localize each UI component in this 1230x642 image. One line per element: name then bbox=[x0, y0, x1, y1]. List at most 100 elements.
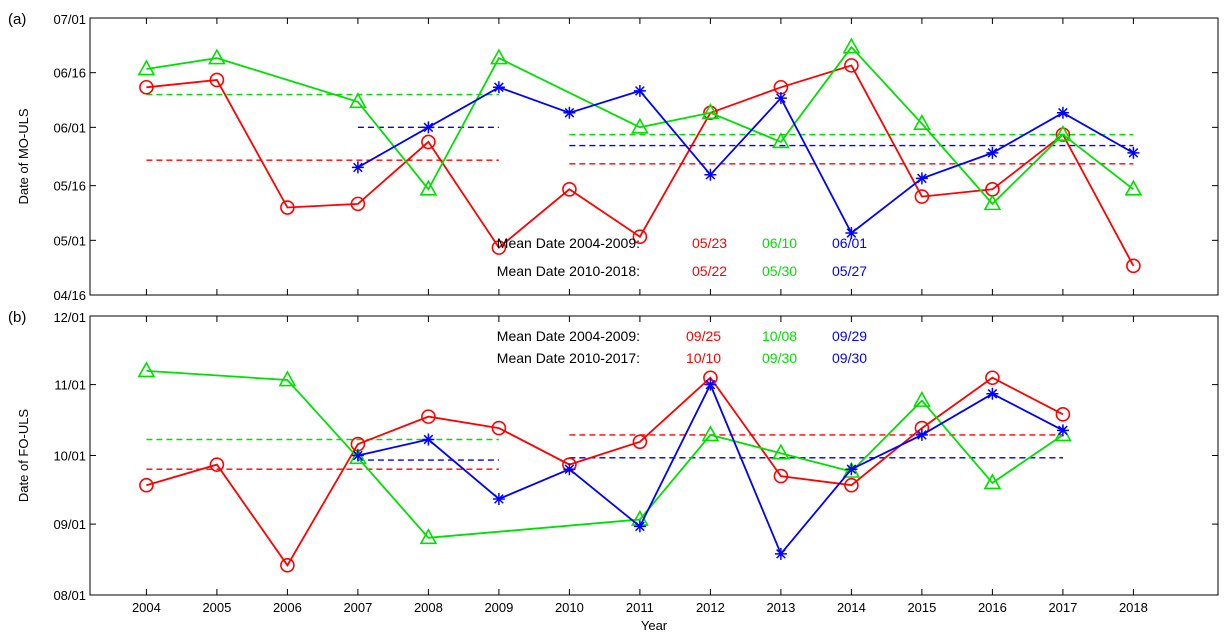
data-point-asterisk bbox=[633, 520, 646, 533]
annotation-value: 05/22 bbox=[692, 263, 727, 279]
data-point-asterisk bbox=[351, 161, 364, 174]
data-point-circle bbox=[562, 182, 577, 197]
data-point-asterisk bbox=[422, 121, 435, 134]
data-point-triangle bbox=[419, 528, 438, 545]
data-point-triangle bbox=[208, 48, 226, 65]
data-point-asterisk bbox=[1127, 146, 1140, 159]
data-point-asterisk bbox=[351, 449, 364, 462]
series-line-red bbox=[146, 64, 1135, 267]
data-point-circle bbox=[139, 477, 154, 493]
data-point-circle bbox=[773, 468, 789, 484]
series-line-red bbox=[146, 376, 1064, 567]
annotation-value: 10/10 bbox=[686, 350, 721, 366]
data-point-triangle bbox=[772, 132, 790, 149]
annotation-value: 10/08 bbox=[762, 328, 797, 344]
data-point-asterisk bbox=[633, 84, 646, 97]
panel-label: (b) bbox=[8, 309, 26, 326]
data-point-triangle bbox=[983, 473, 1002, 490]
series-line-blue bbox=[357, 382, 1064, 556]
y-tick-label: 06/16 bbox=[53, 66, 86, 81]
plot-frame bbox=[89, 17, 1219, 296]
annotation-label: Mean Date 2004-2009: bbox=[497, 235, 640, 251]
x-tick-label: 2011 bbox=[626, 600, 654, 615]
y-axis-label: Date of MO-ULS bbox=[16, 108, 31, 204]
y-tick-label: 12/01 bbox=[53, 310, 86, 325]
series-line-green bbox=[146, 370, 1064, 539]
data-point-circle bbox=[844, 58, 859, 73]
x-tick-label: 2007 bbox=[343, 600, 372, 615]
x-tick-label: 2006 bbox=[273, 600, 302, 615]
data-point-asterisk bbox=[915, 428, 928, 441]
data-point-triangle bbox=[772, 443, 790, 460]
y-tick-label: 07/01 bbox=[53, 12, 86, 27]
x-tick-label: 2016 bbox=[978, 600, 1007, 615]
data-point-triangle bbox=[631, 117, 649, 134]
data-point-circle bbox=[491, 420, 507, 436]
x-tick-label: 2015 bbox=[907, 600, 936, 615]
data-point-circle bbox=[139, 79, 154, 95]
data-point-asterisk bbox=[1056, 424, 1069, 437]
annotation-value: 06/10 bbox=[762, 235, 797, 251]
annotation-label: Mean Date 2010-2017: bbox=[497, 350, 640, 366]
x-tick-label: 2010 bbox=[555, 600, 584, 615]
plot-frame bbox=[89, 315, 1219, 596]
data-point-asterisk bbox=[986, 387, 999, 400]
y-tick-label: 11/01 bbox=[54, 378, 86, 393]
x-tick-label: 2004 bbox=[132, 600, 161, 615]
data-point-triangle bbox=[913, 114, 931, 130]
data-point-triangle bbox=[137, 361, 156, 378]
data-point-asterisk bbox=[422, 433, 435, 446]
data-point-circle bbox=[632, 229, 648, 244]
data-point-asterisk bbox=[774, 547, 787, 560]
data-point-asterisk bbox=[704, 378, 717, 391]
data-point-triangle bbox=[419, 179, 438, 196]
data-point-circle bbox=[1055, 407, 1071, 422]
data-point-triangle bbox=[701, 103, 720, 120]
data-point-triangle bbox=[137, 59, 156, 76]
x-tick-label: 2008 bbox=[414, 600, 443, 615]
data-point-triangle bbox=[349, 92, 367, 109]
y-tick-label: 06/01 bbox=[53, 120, 86, 135]
data-point-circle bbox=[914, 189, 930, 204]
data-point-asterisk bbox=[492, 81, 505, 94]
y-tick-label: 05/01 bbox=[53, 233, 86, 248]
data-point-triangle bbox=[983, 194, 1002, 211]
x-tick-label: 2005 bbox=[202, 600, 231, 615]
y-tick-label: 10/01 bbox=[53, 449, 86, 464]
annotation-value: 05/27 bbox=[832, 263, 867, 279]
data-point-triangle bbox=[842, 461, 861, 478]
data-point-circle bbox=[985, 370, 1000, 386]
x-axis-label: Year bbox=[641, 618, 668, 633]
data-point-asterisk bbox=[563, 463, 576, 476]
data-point-circle bbox=[209, 457, 225, 472]
data-point-asterisk bbox=[915, 172, 928, 185]
data-point-triangle bbox=[913, 390, 931, 407]
data-point-triangle bbox=[490, 48, 508, 65]
y-tick-label: 04/16 bbox=[53, 288, 86, 303]
data-point-asterisk bbox=[1056, 106, 1069, 119]
annotation-value: 09/25 bbox=[686, 328, 721, 344]
data-point-asterisk bbox=[774, 92, 787, 105]
annotation-value: 05/23 bbox=[692, 235, 727, 251]
data-point-asterisk bbox=[563, 106, 576, 119]
data-point-asterisk bbox=[845, 227, 858, 240]
data-point-circle bbox=[280, 557, 295, 573]
data-point-circle bbox=[280, 200, 295, 215]
data-point-triangle bbox=[278, 370, 297, 387]
data-point-asterisk bbox=[704, 168, 717, 181]
annotation-value: 06/01 bbox=[832, 235, 867, 251]
data-point-triangle bbox=[701, 425, 720, 442]
data-point-triangle bbox=[842, 37, 861, 54]
x-tick-label: 2014 bbox=[837, 600, 866, 615]
annotation-value: 09/29 bbox=[832, 328, 867, 344]
data-point-circle bbox=[491, 240, 507, 255]
x-tick-label: 2012 bbox=[696, 600, 725, 615]
x-tick-label: 2018 bbox=[1119, 600, 1148, 615]
annotation-label: Mean Date 2004-2009: bbox=[497, 328, 640, 344]
annotation-label: Mean Date 2010-2018: bbox=[497, 263, 640, 279]
y-axis-label: Date of FO-ULS bbox=[16, 409, 31, 503]
series-line-green bbox=[146, 45, 1134, 206]
data-point-triangle bbox=[1124, 179, 1143, 196]
annotation-value: 09/30 bbox=[832, 350, 867, 366]
